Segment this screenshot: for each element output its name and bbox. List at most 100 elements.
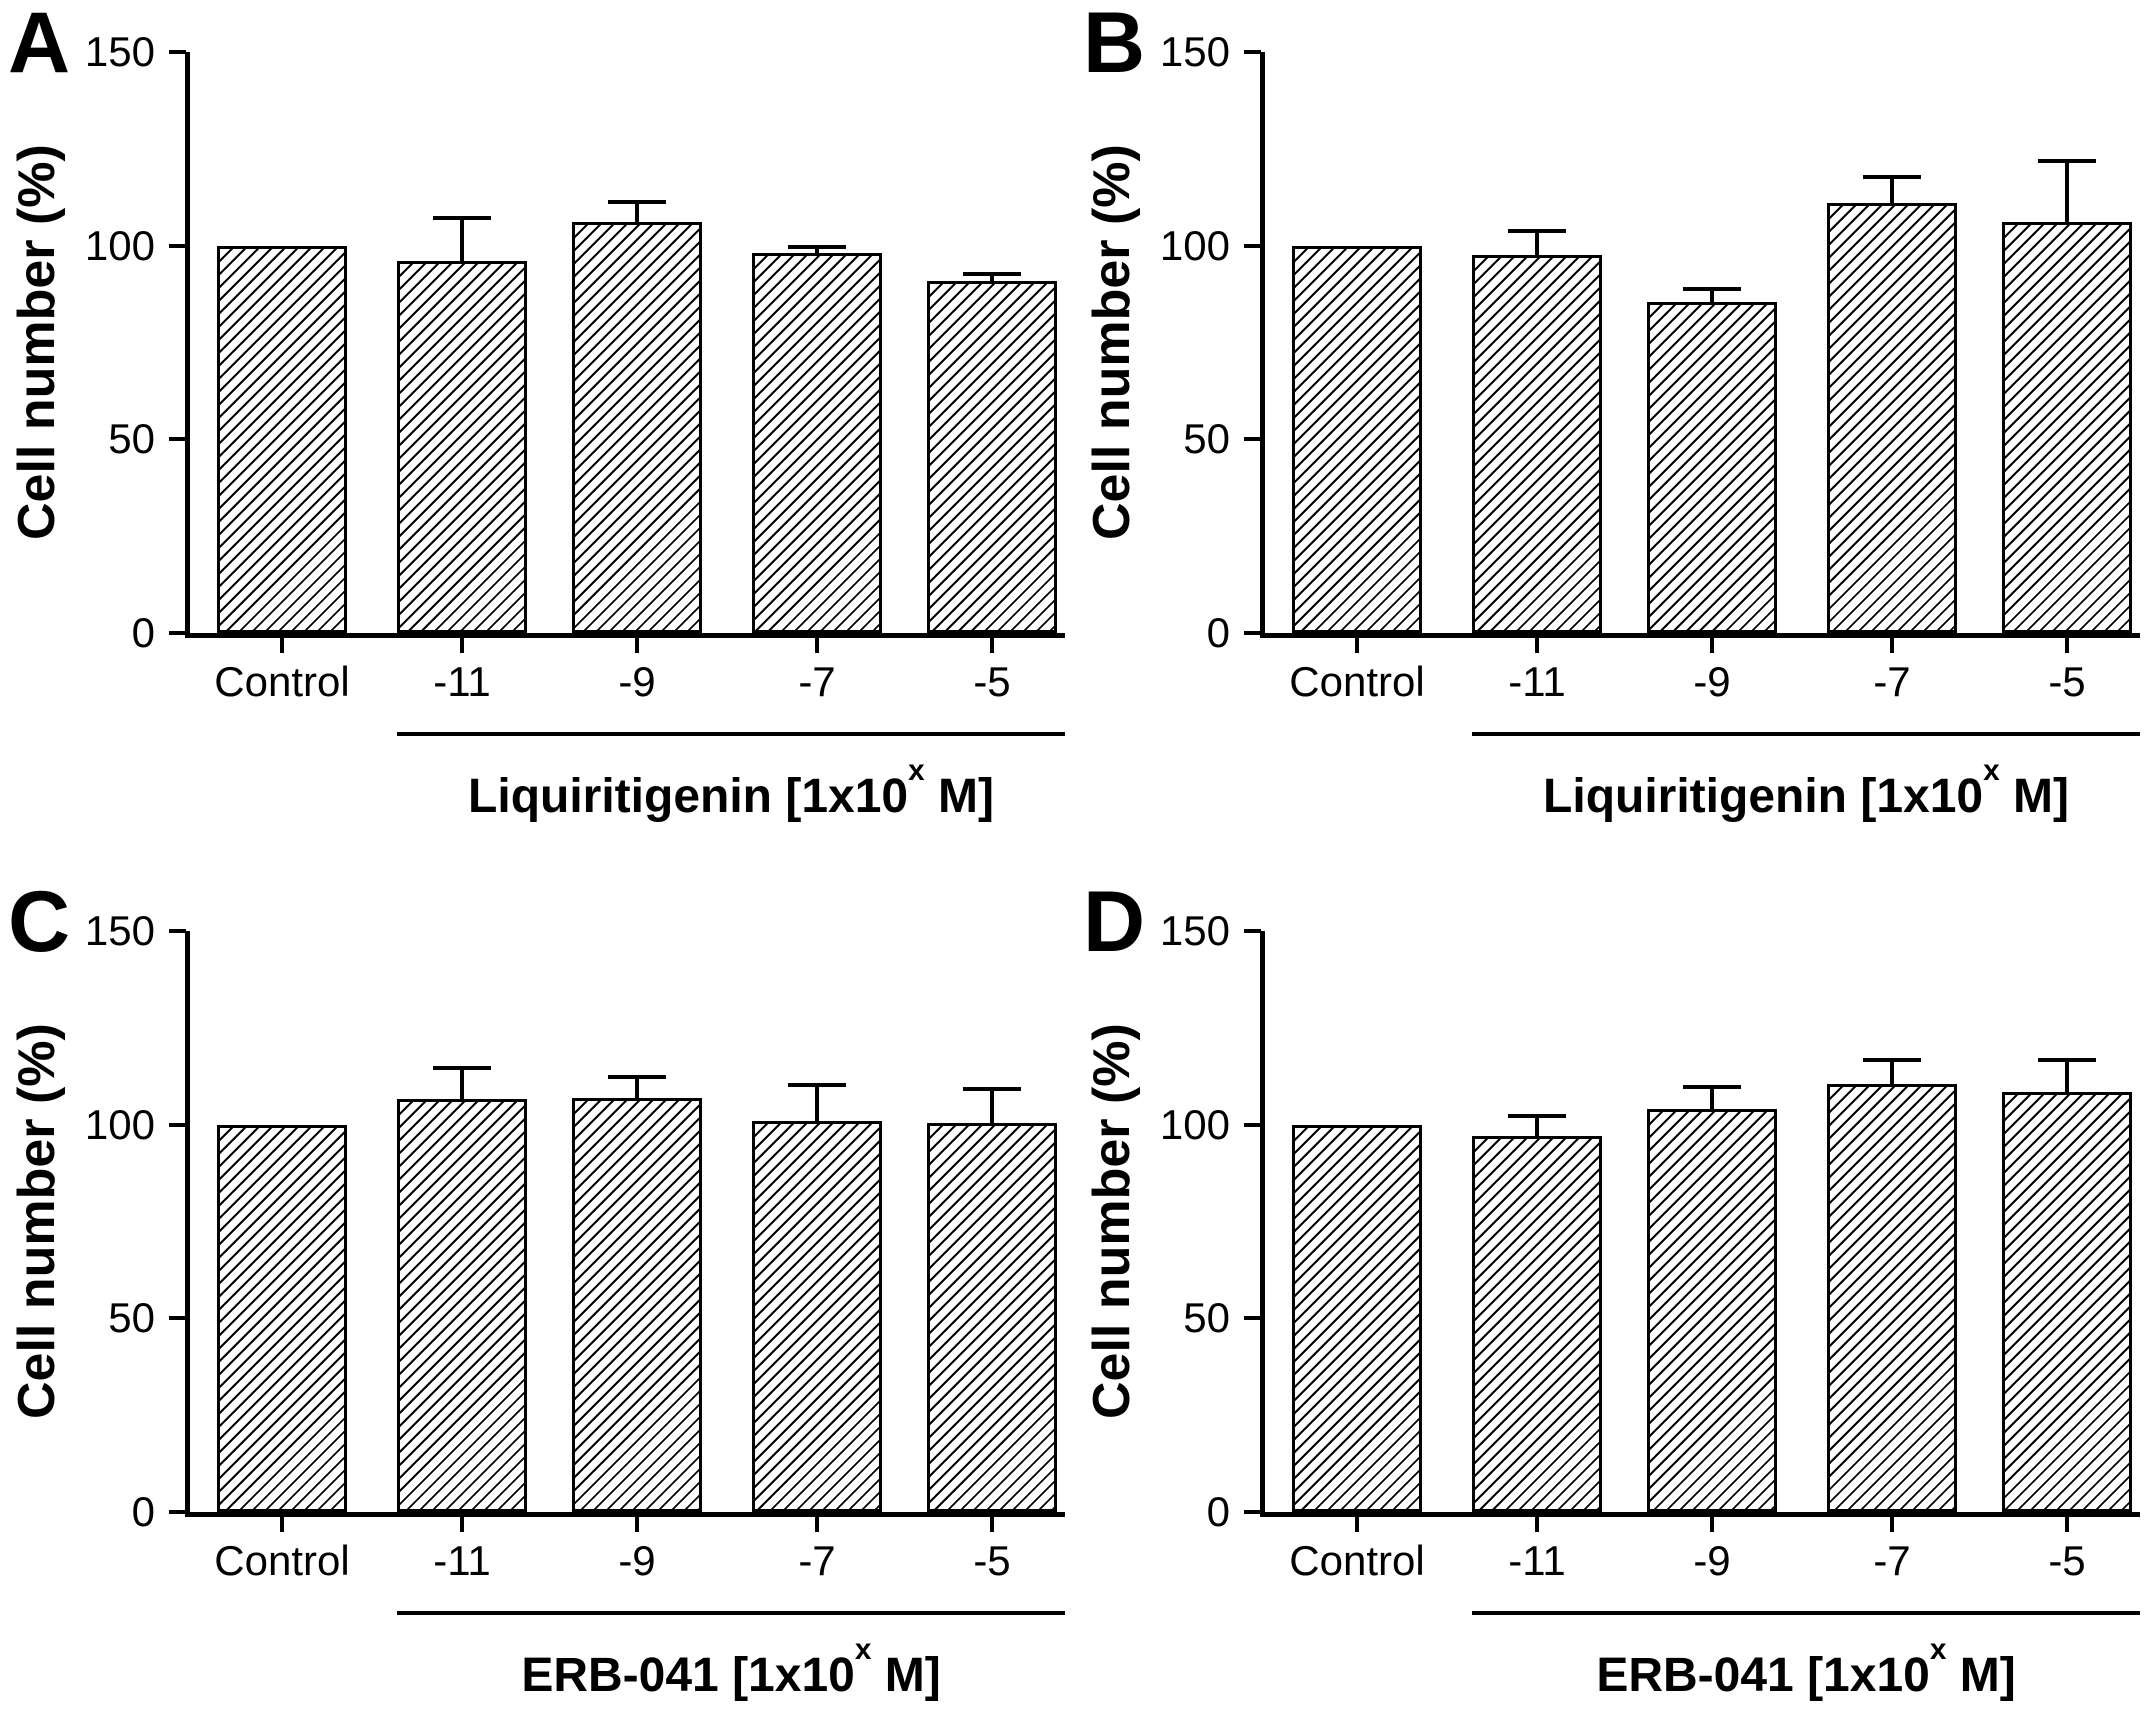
bar--11 <box>1472 255 1602 633</box>
panel-c-inner: C Cell number (%) ERB-041 [1x10x M] 0 50 1… <box>0 879 1075 1733</box>
error-bar-line--5 <box>990 274 994 283</box>
error-bar-line--11 <box>1535 232 1539 258</box>
x-label-unit: M] <box>1946 1649 2016 1702</box>
panel-c: C Cell number (%) ERB-041 [1x10x M] 0 50 1… <box>0 853 1075 1707</box>
y-axis-title: Cell number (%) <box>8 1023 66 1420</box>
error-bar-line--7 <box>1890 1060 1894 1086</box>
y-tick-label-50: 50 <box>108 415 155 463</box>
x-tick--5 <box>990 638 994 653</box>
y-tick-label-0: 0 <box>131 609 155 656</box>
bar--7 <box>752 253 882 633</box>
bar--5 <box>2002 1091 2132 1512</box>
x-label-unit: M] <box>924 770 994 823</box>
y-tick-150 <box>1244 929 1261 933</box>
y-tick-50 <box>169 1316 186 1321</box>
y-tick-label-150: 150 <box>1159 28 1230 75</box>
x-tick-label--9: -9 <box>618 1537 656 1584</box>
x-tick--5 <box>990 1517 994 1532</box>
x-tick--9 <box>1710 1517 1714 1532</box>
x-tick--11 <box>460 1517 464 1532</box>
error-bar-cap--11 <box>1508 1113 1566 1118</box>
x-tick-label--7: -7 <box>1873 1537 1911 1584</box>
x-axis-compound-label: Liquiritigenin [1x10x M] <box>1472 754 2140 825</box>
error-bar-cap--9 <box>1683 287 1741 292</box>
x-axis-compound-label: Liquiritigenin [1x10x M] <box>397 754 1065 825</box>
x-tick--7 <box>815 1517 819 1532</box>
y-tick-50 <box>1244 437 1261 442</box>
y-tick-label-0: 0 <box>131 1488 155 1535</box>
x-tick--7 <box>1890 1517 1894 1532</box>
error-bar-cap--7 <box>788 244 846 249</box>
x-tick-control <box>280 1517 284 1532</box>
x-tick-label-control: Control <box>214 1537 350 1584</box>
x-tick-label--11: -11 <box>1508 658 1566 705</box>
bar--9 <box>572 1097 702 1512</box>
x-tick-label--5: -5 <box>2048 1537 2086 1584</box>
y-tick-label-150: 150 <box>84 28 155 75</box>
x-tick-label--11: -11 <box>433 658 491 705</box>
x-label-exponent: x <box>854 1633 872 1667</box>
y-tick-label-100: 100 <box>84 1100 155 1148</box>
error-bar-cap--5 <box>2038 1057 2096 1062</box>
y-tick-label-0: 0 <box>1206 1488 1230 1535</box>
y-tick-150 <box>1244 50 1261 54</box>
x-label-unit: M] <box>871 1649 941 1702</box>
y-tick-label-150: 150 <box>1159 907 1230 954</box>
error-bar-cap--9 <box>608 1075 666 1080</box>
x-tick-label-control: Control <box>1289 658 1425 705</box>
plot-area-a: Liquiritigenin [1x10x M] 0 50 100 150 Contro… <box>85 28 1065 823</box>
x-tick--7 <box>815 638 819 653</box>
x-label-base: ERB-041 [1x10 <box>1596 1649 1930 1702</box>
error-bar-line--9 <box>635 1078 639 1100</box>
bar--9 <box>1647 301 1777 633</box>
y-tick-150 <box>169 929 186 933</box>
y-tick-label-100: 100 <box>1159 221 1230 269</box>
x-tick-control <box>280 638 284 653</box>
error-bar-line--5 <box>990 1089 994 1125</box>
x-tick-label--5: -5 <box>973 1537 1011 1584</box>
error-bar-line--11 <box>460 218 464 264</box>
panel-letter-a: A <box>8 0 70 91</box>
y-tick-label-50: 50 <box>108 1294 155 1342</box>
error-bar-line--11 <box>460 1068 464 1102</box>
x-tick--7 <box>1890 638 1894 653</box>
x-tick-label-control: Control <box>214 658 350 705</box>
error-bar-line--7 <box>815 247 819 256</box>
x-tick-label--5: -5 <box>973 658 1011 705</box>
bar--5 <box>2002 222 2132 633</box>
x-label-base: Liquiritigenin [1x10 <box>468 770 909 823</box>
y-tick-100 <box>1244 1122 1261 1127</box>
error-bar-line--9 <box>1710 290 1714 304</box>
error-bar-cap--9 <box>608 200 666 205</box>
error-bar-cap--7 <box>1863 1057 1921 1062</box>
x-tick-label--9: -9 <box>1693 1537 1731 1584</box>
x-axis-compound-label: ERB-041 [1x10x M] <box>1472 1633 2140 1704</box>
panel-d: D Cell number (%) ERB-041 [1x10x M] 0 50 1… <box>1075 853 2150 1707</box>
error-bar-cap--7 <box>1863 174 1921 179</box>
x-tick-control <box>1355 638 1359 653</box>
x-tick-label--7: -7 <box>1873 658 1911 705</box>
x-label-exponent: x <box>1929 1633 1947 1667</box>
error-bar-cap--5 <box>2038 159 2096 164</box>
y-tick-50 <box>1244 1316 1261 1321</box>
x-tick-label-control: Control <box>1289 1537 1425 1584</box>
x-tick-label--9: -9 <box>618 658 656 705</box>
x-tick--11 <box>460 638 464 653</box>
bar--5 <box>927 280 1057 633</box>
y-axis-title: Cell number (%) <box>8 144 66 541</box>
y-tick-0 <box>1244 1510 1261 1514</box>
bar--11 <box>397 261 527 633</box>
x-tick--9 <box>1710 638 1714 653</box>
x-tick--11 <box>1535 1517 1539 1532</box>
bar--7 <box>1827 1083 1957 1512</box>
panel-letter-c: C <box>8 874 70 970</box>
y-tick-label-0: 0 <box>1206 609 1230 656</box>
x-axis-group-underline <box>1472 732 2140 736</box>
panel-a-inner: A Cell number (%) Liquiritigenin [1x10x … <box>0 0 1075 853</box>
x-tick-label--11: -11 <box>1508 1537 1566 1584</box>
x-label-base: Liquiritigenin [1x10 <box>1543 770 1984 823</box>
y-tick-50 <box>169 437 186 442</box>
error-bar-line--11 <box>1535 1116 1539 1139</box>
y-tick-100 <box>169 1122 186 1127</box>
